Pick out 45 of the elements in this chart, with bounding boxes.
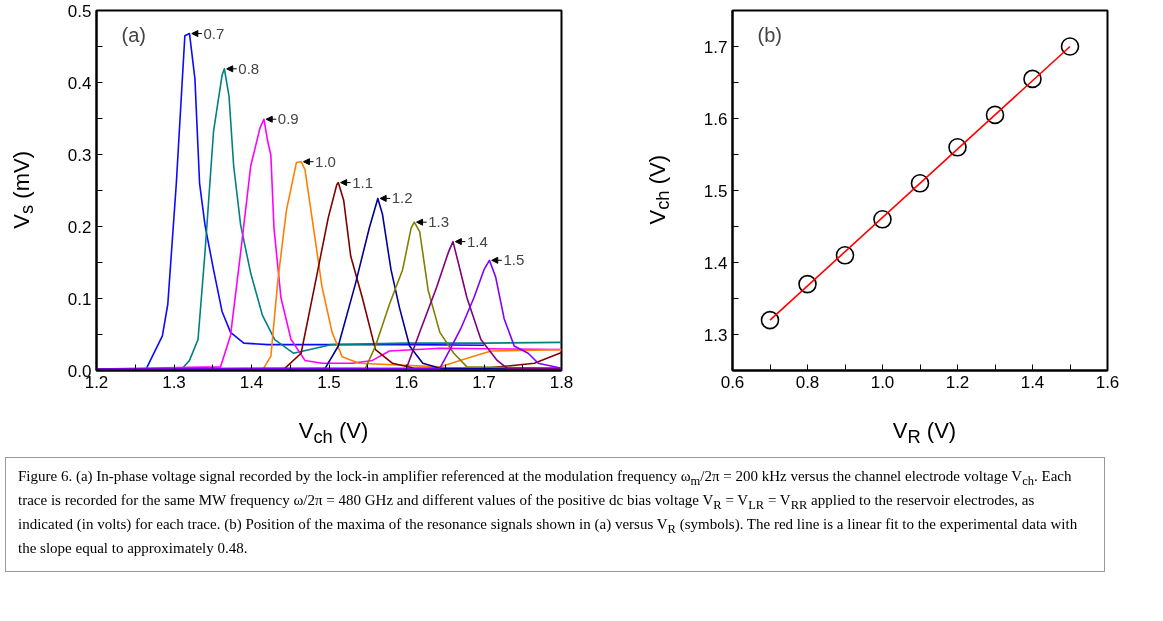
point [1060, 37, 1080, 56]
y-tick-label: 0.2 [67, 217, 92, 237]
x-tick-label: 1.0 [870, 372, 895, 392]
series-label: 0.7 [203, 24, 225, 42]
y-tick-label: 1.3 [703, 325, 728, 345]
x-tick-label: 1.4 [1020, 372, 1045, 392]
annotation: (a) [121, 23, 146, 46]
y-tick-label: 1.7 [703, 37, 728, 57]
x-tick-label: 0.6 [720, 372, 745, 392]
text: Figure 6. (a) In-phase voltage signal recorded by the lock-in amplifier referenced at the modulation frequency ω$_{m}$/2π = 200 kHz versus the channel electrode voltage V$_{ch}$. Each trace is recorded for the same MW frequency ω/2π = 480 GHz and different values of the positive dc bias voltage V$_{R}$ = V$_{LR}$ = V$_{RR}$ applied to the reservoir electrodes, as indicated (in volts) for each trace. (b) Position of the maxima of the resonance signals shown in (a) versus V$_{R}$ (symbols). The red line is a linear fit to the experimental data with the slope equal to approximately 0.48. [18, 468, 1078, 556]
x-tick-label: 1.8 [549, 372, 574, 392]
y-tick-label: 0.4 [67, 73, 92, 93]
x-tick-label: 1.2 [945, 372, 970, 392]
x-tick-label: 1.6 [1095, 372, 1120, 392]
x-tick-label: 1.6 [394, 372, 419, 392]
point [873, 210, 892, 229]
x-tick-label: 1.3 [162, 372, 186, 392]
y-tick-label: 1.4 [703, 253, 728, 273]
x-axis-title: V$_{ch}$ (V) [297, 417, 370, 450]
series-label: 1.0 [315, 152, 336, 170]
y-tick-label: 0.1 [67, 289, 92, 309]
x-tick-label: 1.5 [317, 372, 341, 392]
series-label: 1.5 [503, 251, 525, 269]
x-tick-label: 1.7 [472, 372, 496, 392]
point [760, 310, 780, 330]
point [835, 246, 855, 265]
series-label: 1.1 [352, 173, 374, 191]
y-tick-label: 0.3 [67, 145, 92, 165]
point [910, 174, 930, 193]
point [1023, 69, 1042, 89]
series-label: 1.2 [391, 189, 413, 207]
series-label: 1.3 [428, 213, 450, 231]
y-tick-label: 1.5 [703, 181, 728, 201]
series-label: 0.8 [238, 59, 260, 77]
point [985, 105, 1005, 125]
x-tick-label: 0.8 [795, 372, 820, 392]
point [948, 138, 967, 157]
annotation: (b) [757, 23, 782, 46]
series-label: 0.9 [277, 110, 299, 128]
x-tick-label: 1.4 [239, 372, 264, 392]
x-axis-title: V$_{R}$ (V) [891, 417, 958, 450]
y-tick-label: 0.5 [67, 1, 92, 21]
series-label: 1.4 [466, 232, 488, 250]
point [798, 274, 817, 294]
y-tick-label: 1.6 [703, 109, 728, 129]
